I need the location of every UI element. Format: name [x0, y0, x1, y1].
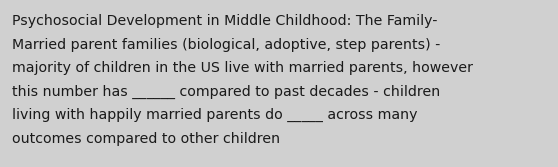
Text: Married parent families (biological, adoptive, step parents) -: Married parent families (biological, ado…: [12, 38, 440, 51]
Text: this number has ______ compared to past decades - children: this number has ______ compared to past …: [12, 85, 440, 99]
Text: majority of children in the US live with married parents, however: majority of children in the US live with…: [12, 61, 473, 75]
Text: living with happily married parents do _____ across many: living with happily married parents do _…: [12, 108, 417, 122]
Text: Psychosocial Development in Middle Childhood: The Family-: Psychosocial Development in Middle Child…: [12, 14, 437, 28]
Text: outcomes compared to other children: outcomes compared to other children: [12, 131, 280, 145]
